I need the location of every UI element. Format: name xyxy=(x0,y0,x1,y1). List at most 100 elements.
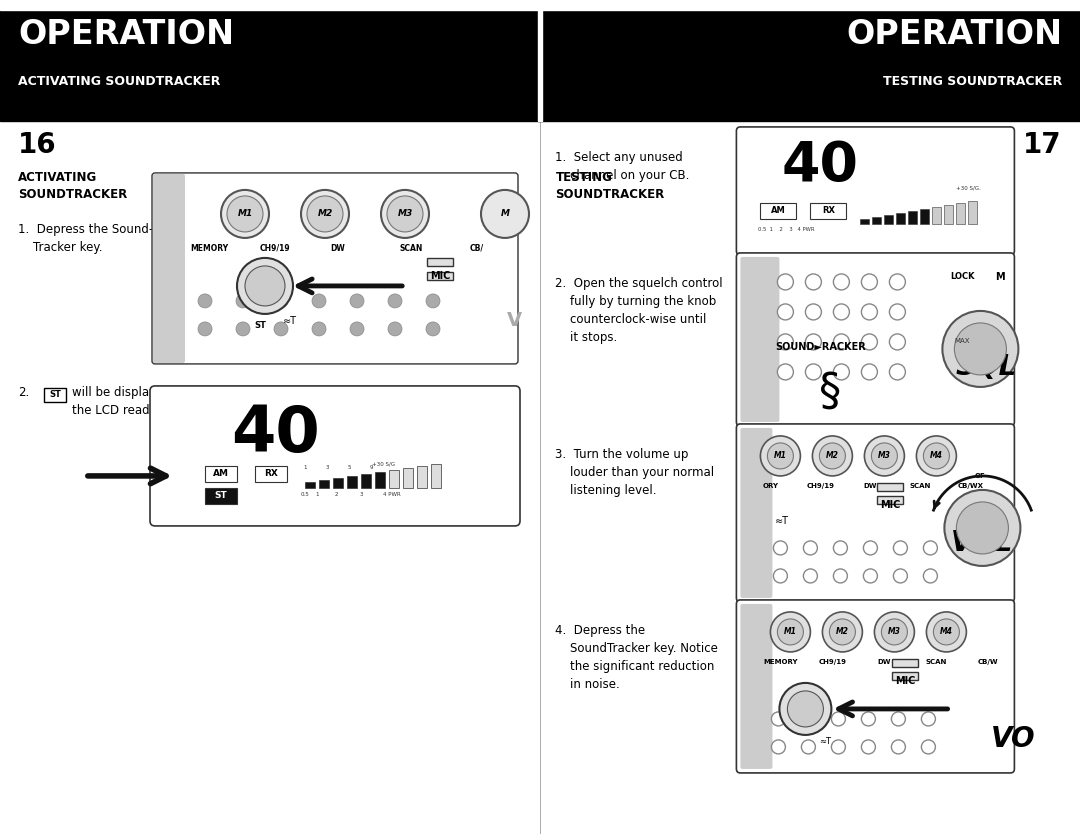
Text: M2: M2 xyxy=(836,627,849,636)
Bar xyxy=(0,0,1080,10)
Circle shape xyxy=(834,334,849,350)
Bar xyxy=(877,483,903,491)
Circle shape xyxy=(933,619,959,645)
Text: SOUND►RACKER: SOUND►RACKER xyxy=(775,342,866,352)
Circle shape xyxy=(829,619,855,645)
Circle shape xyxy=(245,266,285,306)
Text: ST: ST xyxy=(215,491,228,500)
Circle shape xyxy=(274,294,288,308)
Text: ST: ST xyxy=(254,321,266,330)
Circle shape xyxy=(921,740,935,754)
Bar xyxy=(885,215,893,224)
Circle shape xyxy=(834,274,849,290)
Circle shape xyxy=(388,294,402,308)
Circle shape xyxy=(778,304,794,320)
Bar xyxy=(920,209,930,224)
Circle shape xyxy=(778,274,794,290)
Circle shape xyxy=(760,436,800,476)
Text: will be displayed on
the LCD readout.: will be displayed on the LCD readout. xyxy=(72,386,189,417)
Circle shape xyxy=(198,294,212,308)
Text: AM: AM xyxy=(213,470,229,479)
Text: M3: M3 xyxy=(888,627,901,636)
Bar xyxy=(319,480,329,488)
Circle shape xyxy=(787,691,823,727)
Bar xyxy=(361,474,372,488)
Bar xyxy=(375,472,384,488)
Circle shape xyxy=(770,612,810,652)
Circle shape xyxy=(388,322,402,336)
Bar xyxy=(892,672,918,680)
Circle shape xyxy=(957,502,1009,554)
Circle shape xyxy=(834,569,848,583)
Circle shape xyxy=(923,443,949,469)
Bar xyxy=(44,388,66,402)
Circle shape xyxy=(804,569,818,583)
Text: SCAN: SCAN xyxy=(909,483,931,489)
Text: AM: AM xyxy=(771,207,786,215)
FancyBboxPatch shape xyxy=(737,424,1014,602)
Text: +30 S/G.: +30 S/G. xyxy=(956,186,981,191)
Circle shape xyxy=(426,322,440,336)
Circle shape xyxy=(834,541,848,555)
Circle shape xyxy=(862,364,877,380)
Text: MEMORY: MEMORY xyxy=(764,659,798,665)
Bar xyxy=(810,203,847,219)
Circle shape xyxy=(237,322,249,336)
Text: M: M xyxy=(500,209,510,219)
Text: 1.  Select any unused
    channel on your CB.: 1. Select any unused channel on your CB. xyxy=(555,151,690,182)
Bar xyxy=(417,466,427,488)
Text: ≈T: ≈T xyxy=(775,516,789,526)
Text: 3: 3 xyxy=(360,492,364,497)
Circle shape xyxy=(863,569,877,583)
Text: 2.  Open the squelch control
    fully by turning the knob
    counterclock-wise: 2. Open the squelch control fully by tur… xyxy=(555,277,723,344)
Circle shape xyxy=(274,322,288,336)
Text: DW: DW xyxy=(864,483,877,489)
Text: +30 S/G: +30 S/G xyxy=(372,461,395,466)
Circle shape xyxy=(891,712,905,726)
FancyBboxPatch shape xyxy=(741,257,780,422)
Circle shape xyxy=(768,443,794,469)
Bar xyxy=(892,659,918,667)
Text: TESTING
SOUNDTRACKER: TESTING SOUNDTRACKER xyxy=(555,171,664,201)
Text: 5: 5 xyxy=(348,465,351,470)
Text: VOL: VOL xyxy=(950,529,1013,557)
Circle shape xyxy=(481,190,529,238)
Text: CB/: CB/ xyxy=(470,244,484,253)
Circle shape xyxy=(312,294,326,308)
Text: 1: 1 xyxy=(303,465,307,470)
Bar xyxy=(427,272,453,280)
Circle shape xyxy=(820,443,846,469)
Text: 17: 17 xyxy=(1024,131,1062,159)
Text: MEMORY: MEMORY xyxy=(190,244,228,253)
Text: MAX: MAX xyxy=(955,338,970,344)
Bar xyxy=(538,10,542,121)
Text: M4: M4 xyxy=(940,627,953,636)
Text: OF: OF xyxy=(975,473,986,479)
Circle shape xyxy=(312,322,326,336)
Circle shape xyxy=(893,541,907,555)
Text: V: V xyxy=(507,311,522,330)
Circle shape xyxy=(890,304,905,320)
Circle shape xyxy=(864,436,904,476)
Circle shape xyxy=(804,541,818,555)
Circle shape xyxy=(872,443,897,469)
Circle shape xyxy=(875,612,915,652)
Text: M3: M3 xyxy=(397,209,413,219)
Bar xyxy=(255,466,287,482)
FancyBboxPatch shape xyxy=(741,604,772,769)
Circle shape xyxy=(891,740,905,754)
FancyBboxPatch shape xyxy=(737,127,1014,255)
Circle shape xyxy=(923,541,937,555)
Text: M1: M1 xyxy=(238,209,253,219)
Text: SCAN: SCAN xyxy=(926,659,947,665)
Circle shape xyxy=(198,322,212,336)
Circle shape xyxy=(771,712,785,726)
Text: 9: 9 xyxy=(369,465,373,470)
Circle shape xyxy=(862,740,876,754)
Text: 1: 1 xyxy=(315,492,319,497)
Bar xyxy=(0,10,542,121)
FancyBboxPatch shape xyxy=(741,428,772,598)
Circle shape xyxy=(778,364,794,380)
Text: CH9/19: CH9/19 xyxy=(260,244,291,253)
Text: ORY: ORY xyxy=(762,483,779,489)
